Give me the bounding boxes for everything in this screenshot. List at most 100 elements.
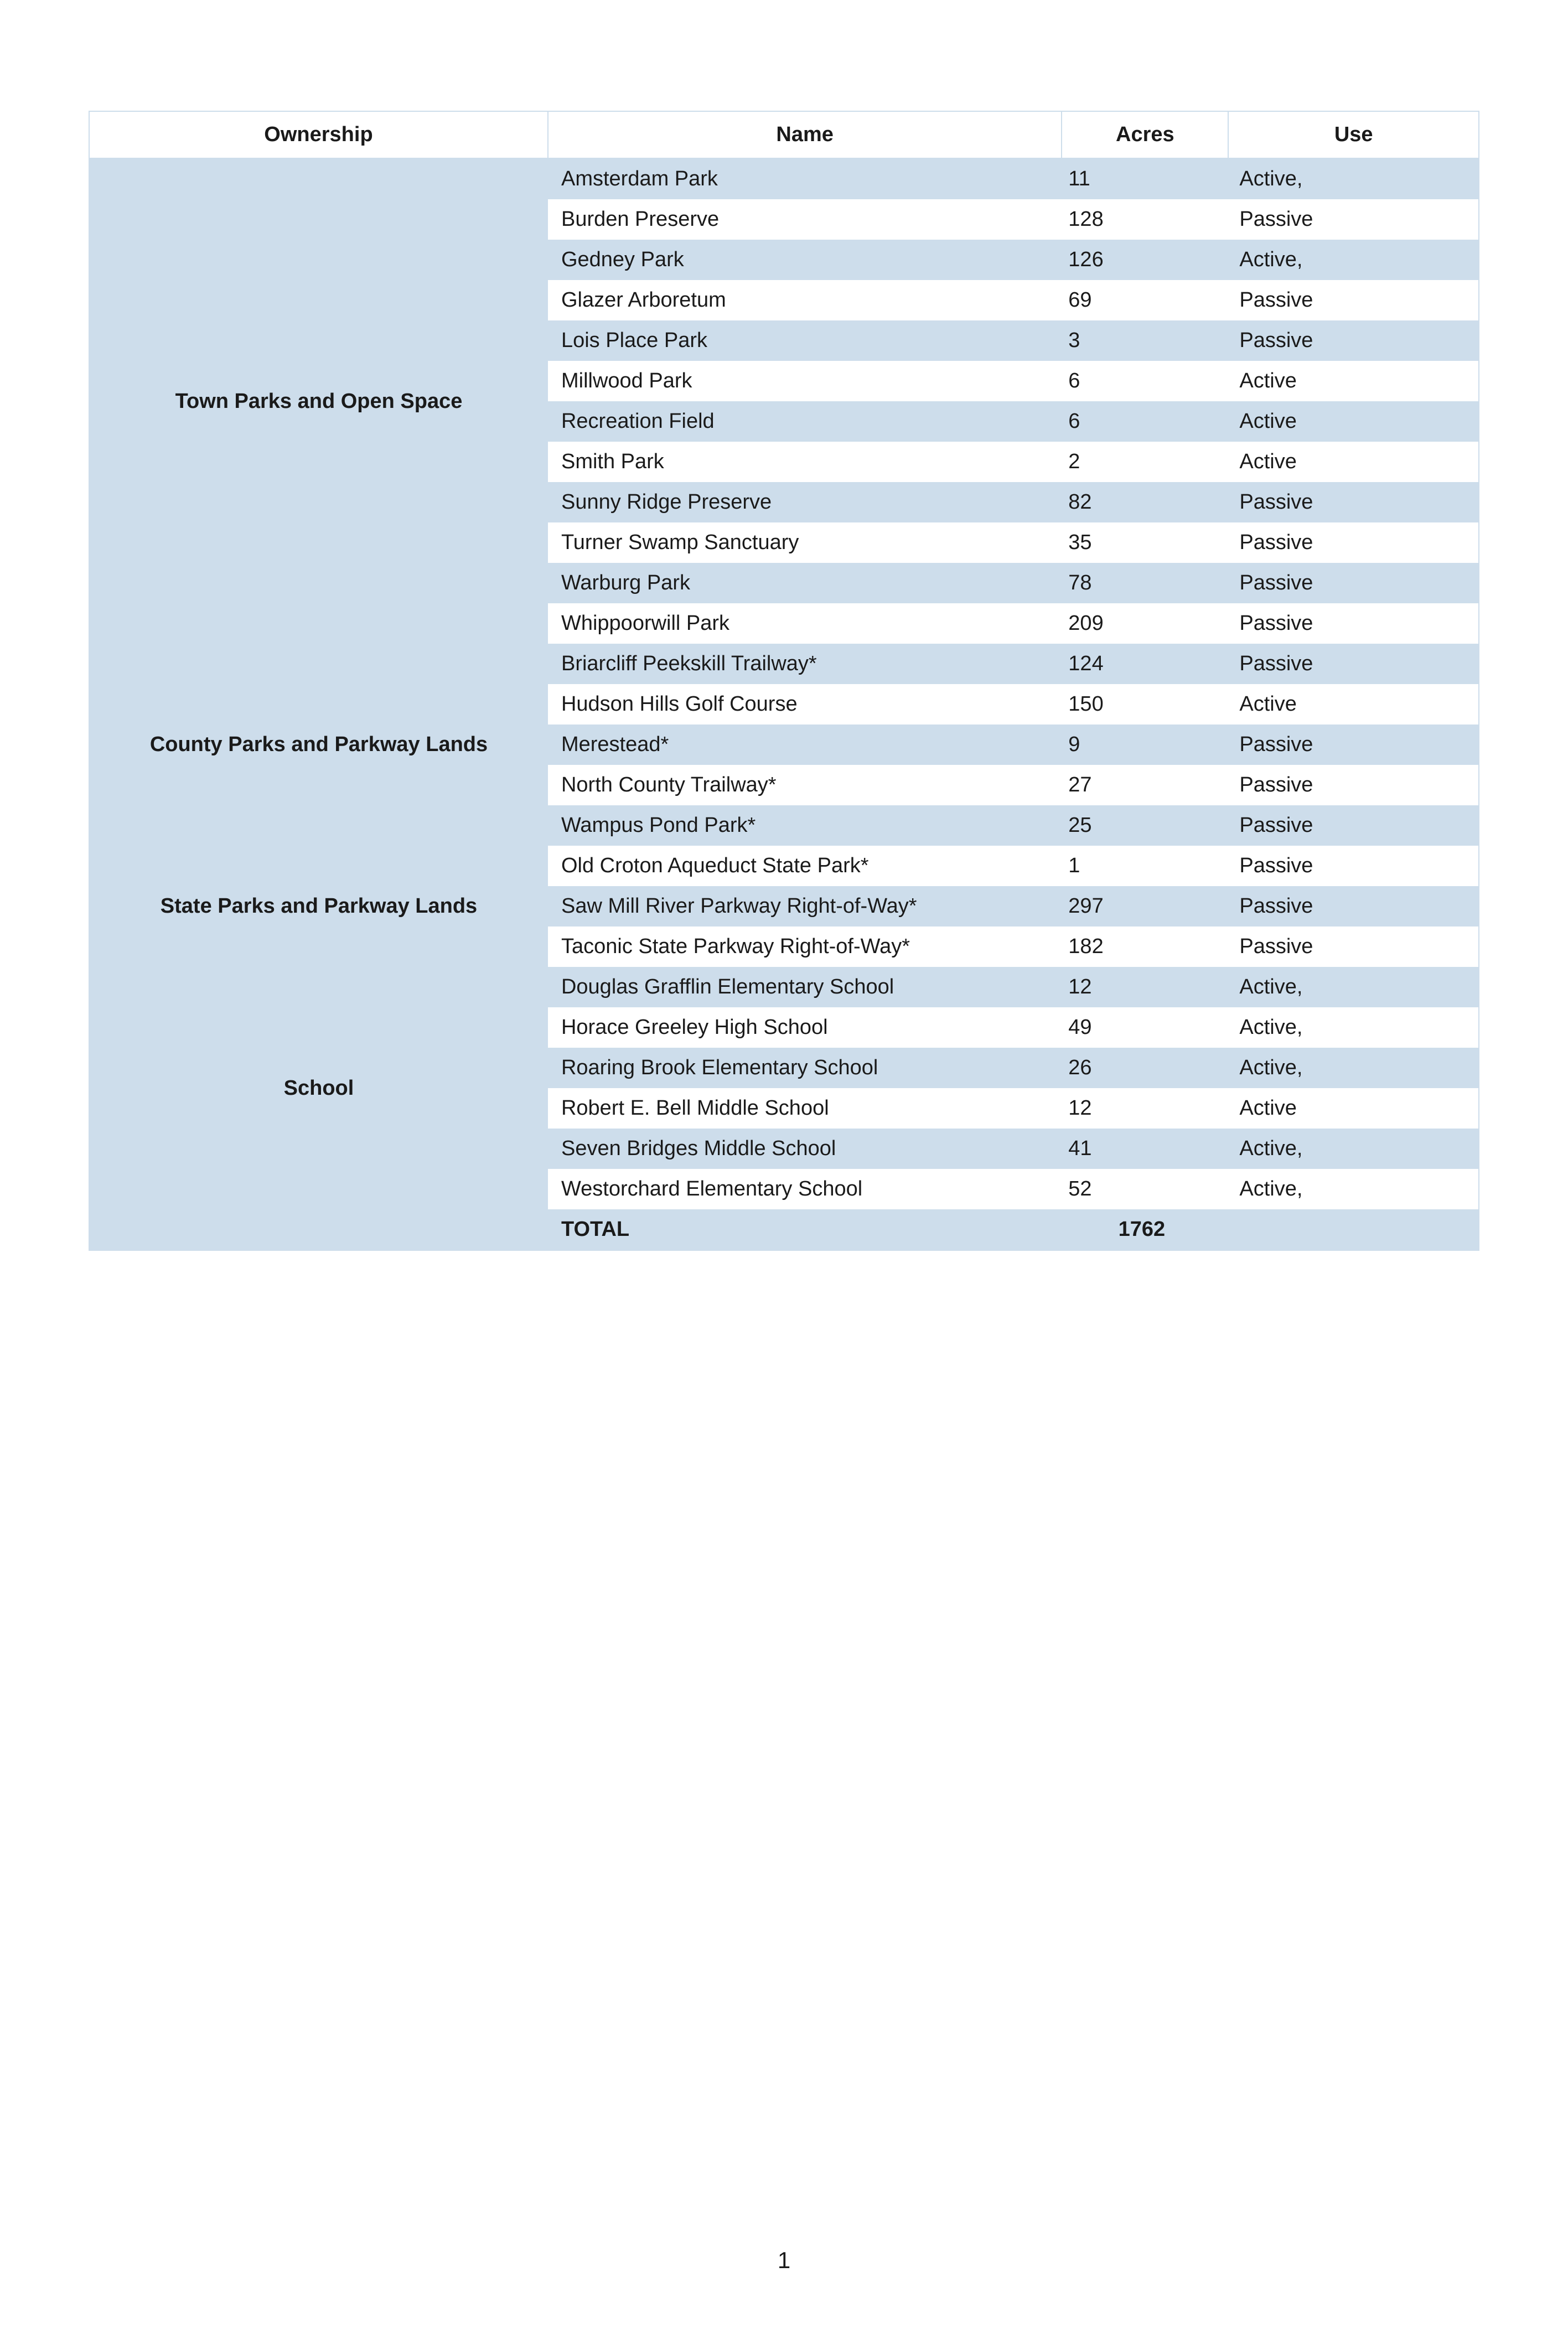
col-header-ownership: Ownership (90, 112, 548, 158)
cell-name: Sunny Ridge Preserve (548, 482, 1062, 522)
cell-acres: 41 (1062, 1129, 1228, 1169)
cell-use: Active, (1228, 158, 1478, 199)
cell-name: Taconic State Parkway Right-of-Way* (548, 927, 1062, 967)
cell-acres: 12 (1062, 1088, 1228, 1129)
cell-use: Passive (1228, 724, 1478, 765)
cell-acres: 52 (1062, 1169, 1228, 1209)
cell-acres: 2 (1062, 442, 1228, 482)
cell-name: Roaring Brook Elementary School (548, 1048, 1062, 1088)
cell-ownership: County Parks and Parkway Lands (90, 644, 548, 846)
parks-table-body: Town Parks and Open SpaceAmsterdam Park1… (90, 158, 1478, 1250)
cell-use: Passive (1228, 563, 1478, 603)
cell-name: Briarcliff Peekskill Trailway* (548, 644, 1062, 684)
cell-use: Active (1228, 401, 1478, 442)
table-header-row: Ownership Name Acres Use (90, 112, 1478, 158)
cell-acres: 6 (1062, 361, 1228, 401)
cell-name: Old Croton Aqueduct State Park* (548, 846, 1062, 886)
cell-use: Active (1228, 684, 1478, 724)
cell-acres: 12 (1062, 967, 1228, 1007)
cell-use: Active (1228, 442, 1478, 482)
cell-name: Douglas Grafflin Elementary School (548, 967, 1062, 1007)
col-header-acres: Acres (1062, 112, 1228, 158)
parks-table-wrapper: Ownership Name Acres Use Town Parks and … (89, 111, 1479, 1251)
cell-acres: 128 (1062, 199, 1228, 240)
cell-use: Passive (1228, 805, 1478, 846)
cell-use: Passive (1228, 199, 1478, 240)
cell-name: Lois Place Park (548, 320, 1062, 361)
cell-acres: 49 (1062, 1007, 1228, 1048)
cell-name: North County Trailway* (548, 765, 1062, 805)
cell-use: Active, (1228, 1169, 1478, 1209)
table-row: State Parks and Parkway LandsOld Croton … (90, 846, 1478, 886)
cell-use: Active, (1228, 1048, 1478, 1088)
cell-acres: 78 (1062, 563, 1228, 603)
cell-name: Whippoorwill Park (548, 603, 1062, 644)
cell-acres: 297 (1062, 886, 1228, 927)
cell-name: Merestead* (548, 724, 1062, 765)
cell-name: Horace Greeley High School (548, 1007, 1062, 1048)
cell-name: Westorchard Elementary School (548, 1169, 1062, 1209)
cell-use: Active, (1228, 240, 1478, 280)
cell-acres: 27 (1062, 765, 1228, 805)
table-row: SchoolDouglas Grafflin Elementary School… (90, 967, 1478, 1007)
cell-name: Recreation Field (548, 401, 1062, 442)
cell-ownership: State Parks and Parkway Lands (90, 846, 548, 967)
cell-acres: 9 (1062, 724, 1228, 765)
cell-total-use (1228, 1209, 1478, 1250)
cell-use: Passive (1228, 280, 1478, 320)
cell-name: Seven Bridges Middle School (548, 1129, 1062, 1169)
cell-acres: 69 (1062, 280, 1228, 320)
cell-total-ownership (90, 1209, 548, 1250)
page-number: 1 (89, 2247, 1479, 2274)
cell-name: Turner Swamp Sanctuary (548, 522, 1062, 563)
cell-acres: 182 (1062, 927, 1228, 967)
cell-ownership: Town Parks and Open Space (90, 158, 548, 644)
cell-ownership: School (90, 967, 548, 1209)
cell-acres: 35 (1062, 522, 1228, 563)
cell-total-label: TOTAL (548, 1209, 1062, 1250)
parks-table: Ownership Name Acres Use Town Parks and … (90, 112, 1478, 1250)
cell-name: Wampus Pond Park* (548, 805, 1062, 846)
cell-acres: 26 (1062, 1048, 1228, 1088)
cell-name: Amsterdam Park (548, 158, 1062, 199)
cell-acres: 82 (1062, 482, 1228, 522)
cell-name: Burden Preserve (548, 199, 1062, 240)
cell-acres: 25 (1062, 805, 1228, 846)
cell-name: Warburg Park (548, 563, 1062, 603)
cell-use: Active, (1228, 1129, 1478, 1169)
cell-use: Active, (1228, 967, 1478, 1007)
cell-name: Saw Mill River Parkway Right-of-Way* (548, 886, 1062, 927)
cell-use: Passive (1228, 765, 1478, 805)
cell-use: Passive (1228, 522, 1478, 563)
cell-acres: 124 (1062, 644, 1228, 684)
cell-acres: 1 (1062, 846, 1228, 886)
col-header-name: Name (548, 112, 1062, 158)
cell-acres: 11 (1062, 158, 1228, 199)
cell-use: Passive (1228, 886, 1478, 927)
cell-use: Passive (1228, 846, 1478, 886)
cell-use: Active (1228, 361, 1478, 401)
cell-use: Passive (1228, 320, 1478, 361)
cell-use: Active (1228, 1088, 1478, 1129)
table-row: Town Parks and Open SpaceAmsterdam Park1… (90, 158, 1478, 199)
cell-name: Smith Park (548, 442, 1062, 482)
cell-acres: 150 (1062, 684, 1228, 724)
cell-name: Robert E. Bell Middle School (548, 1088, 1062, 1129)
cell-name: Hudson Hills Golf Course (548, 684, 1062, 724)
cell-use: Active, (1228, 1007, 1478, 1048)
cell-total-acres: 1762 (1062, 1209, 1228, 1250)
cell-use: Passive (1228, 603, 1478, 644)
cell-name: Glazer Arboretum (548, 280, 1062, 320)
cell-acres: 209 (1062, 603, 1228, 644)
cell-use: Passive (1228, 644, 1478, 684)
cell-use: Passive (1228, 927, 1478, 967)
cell-name: Gedney Park (548, 240, 1062, 280)
cell-acres: 3 (1062, 320, 1228, 361)
cell-acres: 6 (1062, 401, 1228, 442)
table-row: County Parks and Parkway LandsBriarcliff… (90, 644, 1478, 684)
total-row: TOTAL1762 (90, 1209, 1478, 1250)
cell-name: Millwood Park (548, 361, 1062, 401)
col-header-use: Use (1228, 112, 1478, 158)
cell-use: Passive (1228, 482, 1478, 522)
cell-acres: 126 (1062, 240, 1228, 280)
